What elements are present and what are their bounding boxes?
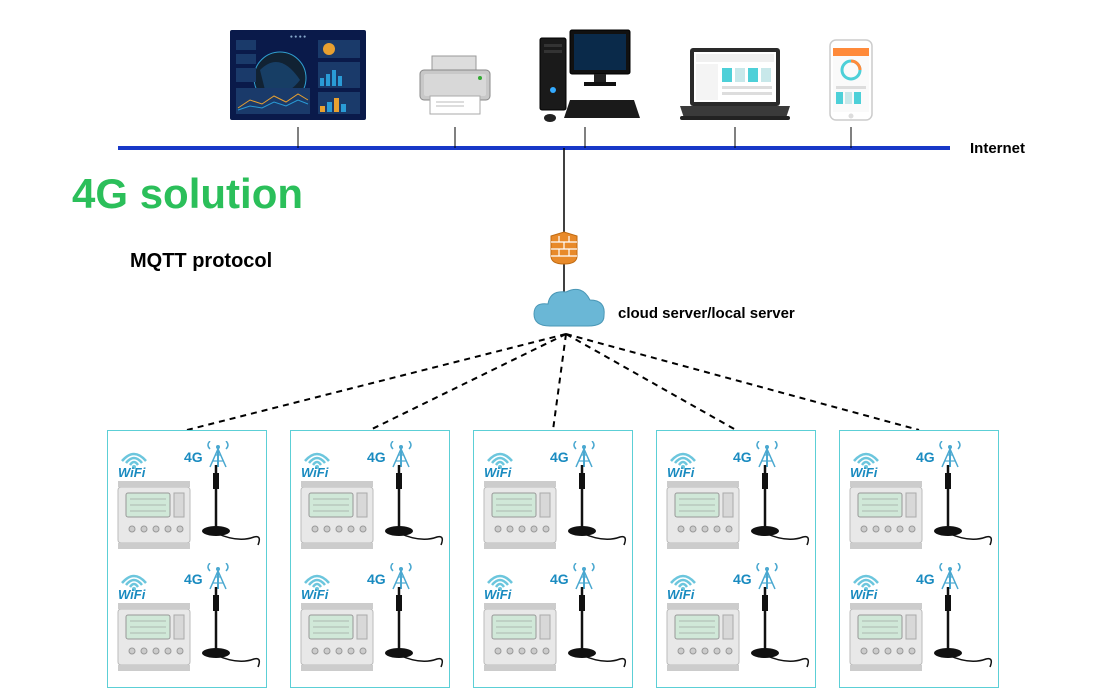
cloud-to-box-4 (566, 334, 736, 430)
cloud-server-label: cloud server/local server (618, 305, 795, 322)
wifi-label: WiFi (118, 587, 145, 602)
fourg-label: 4G (184, 449, 203, 465)
firewall-icon (551, 232, 577, 264)
cloud-to-box-3 (553, 334, 566, 430)
wifi-label: WiFi (850, 587, 877, 602)
printer-icon (420, 56, 490, 114)
fourg-label: 4G (550, 449, 569, 465)
fourg-label: 4G (550, 571, 569, 587)
mqtt-protocol-label: MQTT protocol (130, 250, 272, 273)
cloud-to-box-2 (370, 334, 566, 430)
wifi-label: WiFi (667, 465, 694, 480)
fourg-label: 4G (733, 571, 752, 587)
device-group-box: WiFi 4G WiFi 4G (473, 430, 633, 688)
wifi-label: WiFi (484, 465, 511, 480)
svg-text:● ● ● ●: ● ● ● ● (290, 34, 306, 40)
desktop-pc-icon (540, 30, 640, 122)
dashboard-monitor-icon: ● ● ● ● (230, 30, 366, 120)
diagram-title: 4G solution (72, 170, 303, 218)
wifi-label: WiFi (484, 587, 511, 602)
device-group-box: WiFi 4G WiFi 4G (656, 430, 816, 688)
wifi-label: WiFi (667, 587, 694, 602)
wifi-label: WiFi (301, 587, 328, 602)
fourg-label: 4G (367, 449, 386, 465)
wifi-label: WiFi (118, 465, 145, 480)
wifi-label: WiFi (301, 465, 328, 480)
device-group-box: WiFi 4G WiFi 4G (107, 430, 267, 688)
fourg-label: 4G (184, 571, 203, 587)
cloud-icon (534, 289, 604, 326)
fourg-label: 4G (733, 449, 752, 465)
smartphone-icon (830, 40, 872, 120)
cloud-to-box-1 (187, 334, 566, 430)
cloud-to-box-5 (566, 334, 919, 430)
wifi-label: WiFi (850, 465, 877, 480)
internet-label: Internet (970, 140, 1025, 157)
laptop-icon (680, 48, 790, 120)
fourg-label: 4G (367, 571, 386, 587)
fourg-label: 4G (916, 571, 935, 587)
device-group-box: WiFi 4G WiFi 4G (839, 430, 999, 688)
device-group-box: WiFi 4G WiFi 4G (290, 430, 450, 688)
fourg-label: 4G (916, 449, 935, 465)
